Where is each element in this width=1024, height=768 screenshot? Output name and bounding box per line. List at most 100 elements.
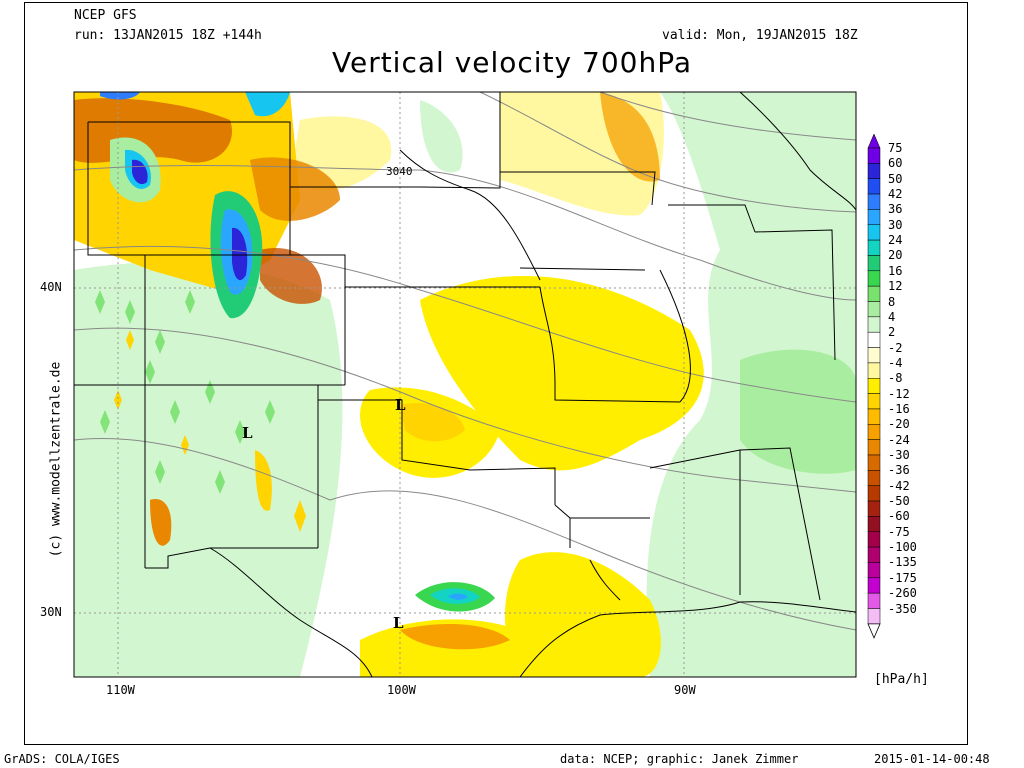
colorbar-swatch bbox=[867, 147, 881, 164]
lon-label-100w: 100W bbox=[387, 683, 416, 697]
colorbar-level-label: -24 bbox=[888, 432, 910, 447]
colorbar bbox=[867, 133, 881, 639]
green-zone-west bbox=[74, 262, 343, 677]
colorbar-swatch bbox=[867, 500, 881, 517]
amber-zone-oklahoma bbox=[400, 402, 465, 442]
colorbar-top-arrow bbox=[867, 133, 881, 149]
colorbar-swatch bbox=[867, 285, 881, 302]
coastlines bbox=[209, 92, 856, 677]
colorbar-level-label: 75 bbox=[888, 141, 903, 155]
lat-label-30n: 30N bbox=[40, 605, 62, 619]
colorbar-swatch bbox=[867, 209, 881, 225]
colorbar-level-label: 2 bbox=[888, 325, 896, 340]
colorbar-level-label: -20 bbox=[888, 417, 910, 432]
colorbar-level-label: -350 bbox=[888, 601, 917, 616]
colorbar-level-label: 36 bbox=[888, 202, 903, 217]
colorbar-level-label: -12 bbox=[888, 386, 910, 401]
colorbar-swatch bbox=[867, 347, 881, 364]
colorbar-swatch bbox=[867, 239, 881, 256]
footer-grads: GrADS: COLA/IGES bbox=[4, 752, 120, 766]
colorbar-swatch bbox=[867, 362, 881, 379]
colorbar-swatch bbox=[867, 193, 881, 210]
colorbar-swatch bbox=[867, 163, 881, 179]
lon-label-110w: 110W bbox=[106, 683, 135, 697]
colorbar-swatch bbox=[867, 454, 881, 471]
colorbar-level-label: -50 bbox=[888, 494, 910, 509]
yellow-zone-newmexico bbox=[255, 450, 272, 511]
footer-timestamp: 2015-01-14-00:48 bbox=[874, 752, 990, 766]
state-borders bbox=[74, 92, 836, 601]
valid-label: valid: Mon, 19JAN2015 18Z bbox=[662, 28, 858, 43]
colorbar-level-label: -75 bbox=[888, 524, 910, 539]
low-marker-newmexico: L bbox=[242, 424, 253, 442]
colorbar-swatch bbox=[867, 470, 881, 486]
map-area bbox=[74, 92, 856, 677]
cyan-zone-montana bbox=[245, 92, 290, 117]
colorbar-level-label: 42 bbox=[888, 187, 903, 202]
colorbar-level-label: -260 bbox=[888, 586, 917, 601]
colorbar-swatch bbox=[867, 592, 881, 609]
colorbar-level-label: 16 bbox=[888, 263, 903, 278]
colorbar-swatch bbox=[867, 331, 881, 348]
colorbar-swatch bbox=[867, 224, 881, 241]
orange-zone-south-texas bbox=[400, 624, 510, 650]
colorbar-swatch bbox=[867, 178, 881, 195]
colorbar-bottom-arrow bbox=[867, 623, 881, 639]
colorbar-swatch bbox=[867, 562, 881, 579]
colorbar-swatch bbox=[867, 424, 881, 440]
green-zone-north bbox=[420, 100, 463, 173]
green-zone-ohio bbox=[740, 349, 856, 474]
colorbar-level-label: -30 bbox=[888, 448, 910, 462]
colorbar-level-label: 60 bbox=[888, 156, 903, 171]
colorbar-level-label: -8 bbox=[888, 371, 903, 386]
colorbar-level-label: 30 bbox=[888, 217, 903, 232]
colorbar-swatch bbox=[867, 485, 881, 502]
footer-credit: data: NCEP; graphic: Janek Zimmer bbox=[560, 752, 799, 766]
low-marker-south-texas: L bbox=[393, 614, 404, 632]
blue-core-texas bbox=[448, 593, 468, 600]
colorbar-level-label: -42 bbox=[888, 478, 910, 493]
run-label: run: 13JAN2015 18Z +144h bbox=[74, 28, 262, 43]
map-border bbox=[73, 91, 857, 678]
colorbar-level-label: 50 bbox=[888, 171, 903, 186]
colorbar-swatch bbox=[867, 393, 881, 410]
orange-zone-arizona bbox=[150, 499, 172, 546]
green-speckles-southwest bbox=[95, 290, 275, 494]
colorbar-level-label: -60 bbox=[888, 509, 910, 524]
colorbar-level-label: -135 bbox=[888, 555, 917, 570]
colorbar-unit: [hPa/h] bbox=[874, 672, 929, 687]
orange-zone-iowa bbox=[600, 92, 660, 182]
colorbar-level-label: -16 bbox=[888, 401, 910, 416]
colorbar-swatch bbox=[867, 301, 881, 318]
orange-zone-colorado bbox=[260, 248, 322, 304]
colorbar-level-label: -2 bbox=[888, 340, 903, 355]
low-marker-texas-panhandle: L bbox=[395, 396, 406, 414]
colorbar-swatch bbox=[867, 516, 881, 533]
colorbar-level-label: 8 bbox=[888, 294, 896, 309]
plot-frame bbox=[24, 2, 968, 745]
colorbar-swatch bbox=[867, 408, 881, 425]
colorbar-level-label: -175 bbox=[888, 570, 917, 585]
colorbar-level-label: -36 bbox=[888, 463, 910, 478]
colorbar-swatch bbox=[867, 531, 881, 548]
colorbar-swatch bbox=[867, 270, 881, 287]
colorbar-level-label: 4 bbox=[888, 309, 896, 324]
blue-core-utah bbox=[232, 227, 248, 281]
colorbar-swatch bbox=[867, 608, 881, 625]
map-title: Vertical velocity 700hPa bbox=[331, 46, 692, 79]
colorbar-swatch bbox=[867, 439, 881, 456]
height-contours bbox=[74, 92, 856, 631]
colorbar-level-label: -100 bbox=[888, 540, 917, 555]
colorbar-swatch bbox=[867, 255, 881, 272]
colorbar-swatch bbox=[867, 378, 881, 394]
colorbar-swatch bbox=[867, 577, 881, 594]
watermark-text: (c) www.modellzentrale.de bbox=[48, 361, 64, 558]
lon-label-90w: 90W bbox=[674, 683, 696, 697]
contour-label: 3040 bbox=[386, 165, 413, 178]
blue-zone-montana bbox=[100, 92, 140, 100]
model-name: NCEP GFS bbox=[74, 8, 137, 23]
colorbar-level-label: 12 bbox=[888, 279, 903, 294]
colorbar-swatch bbox=[867, 316, 881, 333]
colorbar-swatch bbox=[867, 546, 881, 563]
